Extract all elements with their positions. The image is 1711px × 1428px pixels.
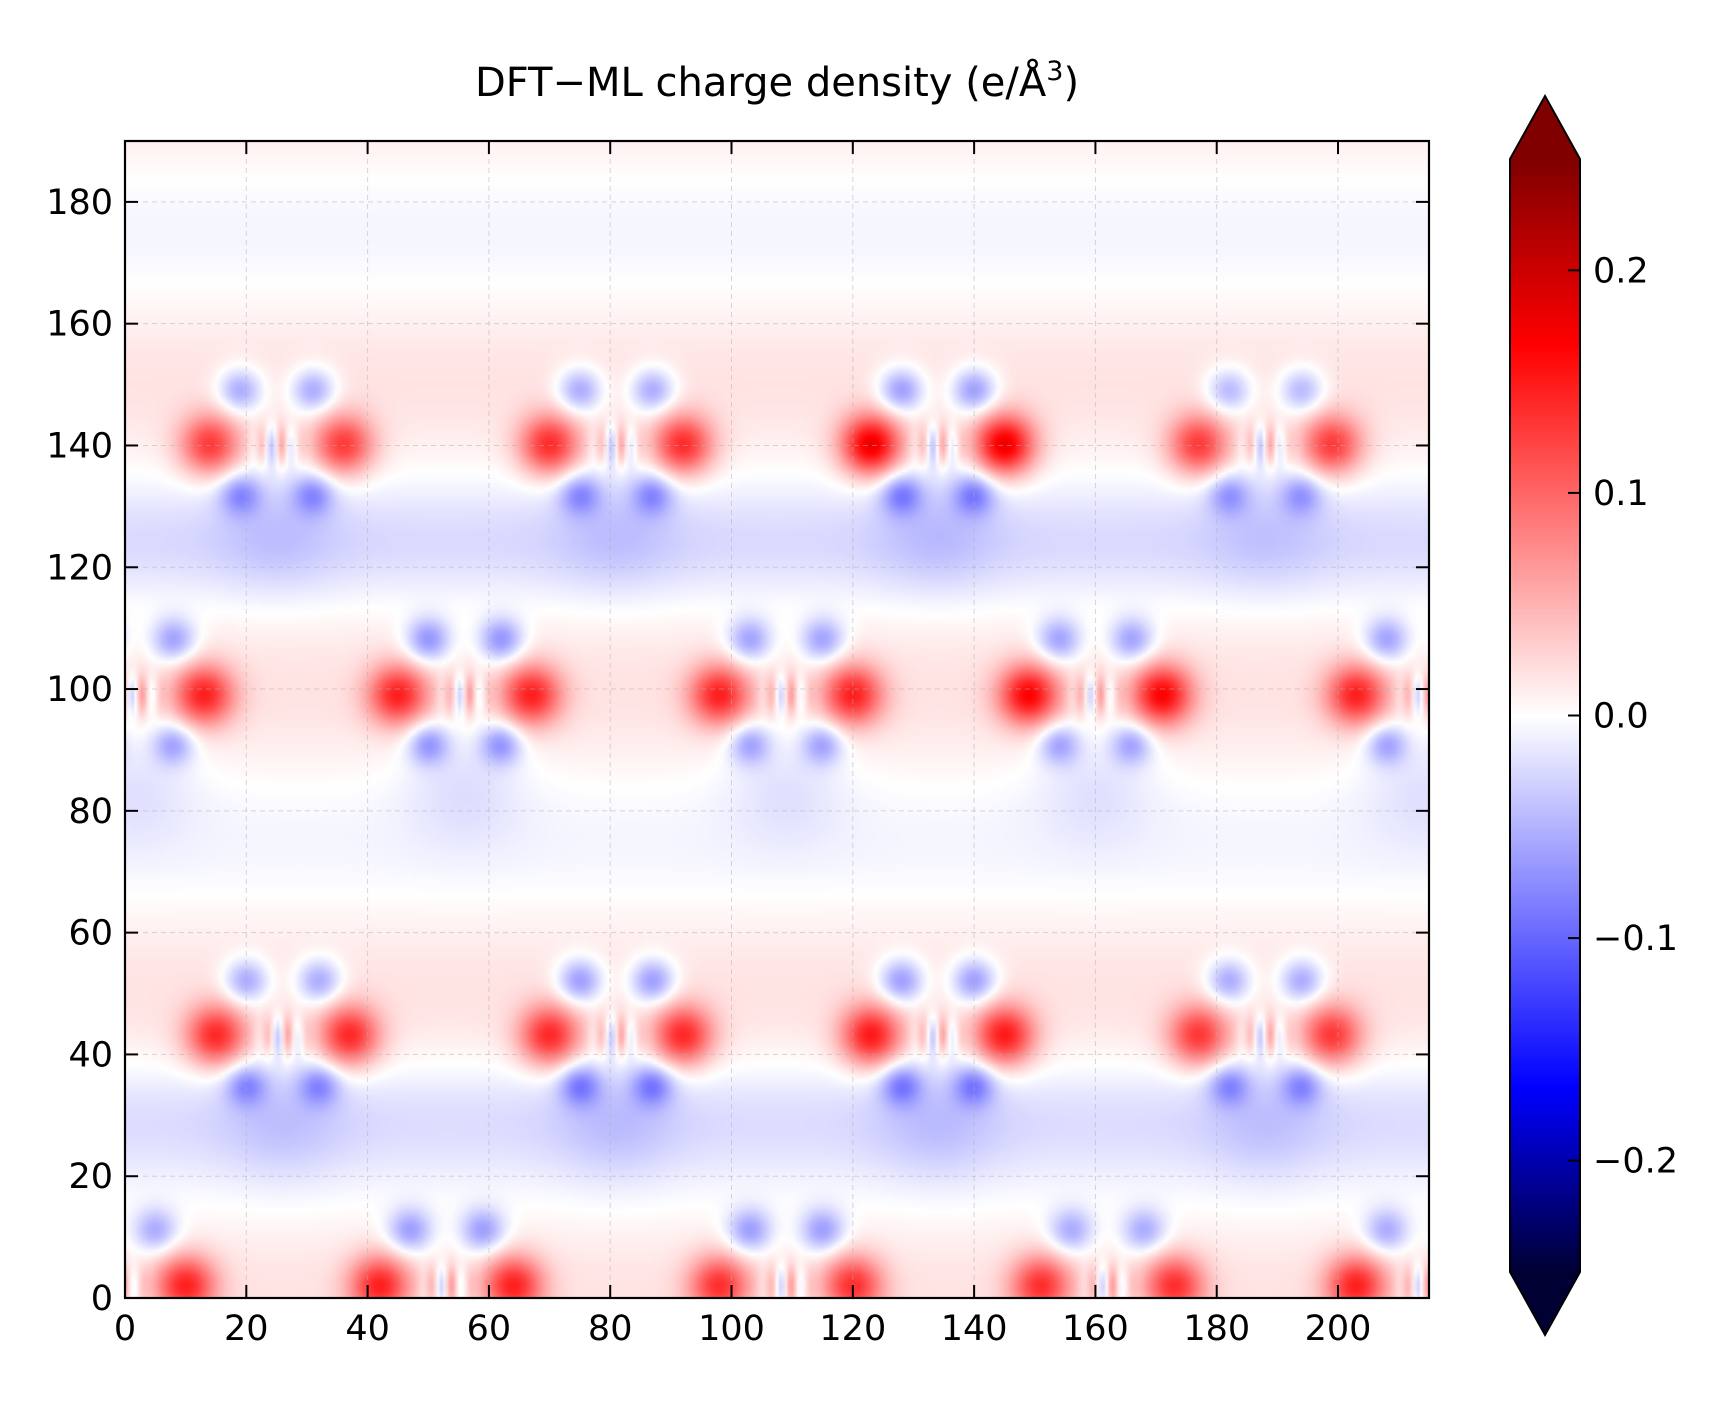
y-tick-label: 160 bbox=[46, 305, 113, 345]
chart-title-main: DFT−ML charge density (e/Å bbox=[475, 58, 1047, 106]
y-tick-label: 0 bbox=[91, 1279, 113, 1319]
colorbar-tick-label: −0.1 bbox=[1593, 919, 1678, 959]
y-tick-label: 60 bbox=[68, 914, 113, 954]
chart-title-close: ) bbox=[1063, 60, 1079, 106]
x-tick-label: 120 bbox=[819, 1309, 886, 1349]
y-tick-label: 20 bbox=[68, 1157, 113, 1197]
x-tick-label: 80 bbox=[588, 1309, 633, 1349]
x-tick-label: 160 bbox=[1062, 1309, 1129, 1349]
colorbar-tick-label: 0.0 bbox=[1593, 697, 1649, 737]
colorbar-tick-label: 0.1 bbox=[1593, 474, 1649, 514]
heatmap-image bbox=[125, 141, 1429, 1298]
x-tick-label: 40 bbox=[345, 1309, 390, 1349]
y-tick-label: 180 bbox=[46, 183, 113, 223]
axes: 0 20 40 60 80 100 120 140 160 180 200 0 20 40 60 80 100 1… bbox=[46, 139, 1431, 1349]
chart-title: DFT−ML charge density (e/Å3) bbox=[475, 56, 1079, 106]
colorbar-tick-label: 0.2 bbox=[1593, 251, 1649, 291]
y-tick-label: 40 bbox=[68, 1035, 113, 1075]
x-tick-label: 200 bbox=[1305, 1309, 1372, 1349]
x-tick-label: 0 bbox=[114, 1309, 136, 1349]
y-tick-label: 100 bbox=[46, 670, 113, 710]
plot-frame bbox=[123, 139, 1431, 1300]
chart-title-superscript: 3 bbox=[1046, 56, 1063, 87]
x-tick-label: 180 bbox=[1183, 1309, 1250, 1349]
x-tick-label: 100 bbox=[698, 1309, 765, 1349]
y-tick-label: 80 bbox=[68, 792, 113, 832]
colorbar: −0.2 −0.1 0.0 0.1 0.2 bbox=[1509, 93, 1678, 1338]
x-tick-label: 20 bbox=[224, 1309, 269, 1349]
colorbar-outline bbox=[1509, 93, 1581, 1338]
colorbar-tick-label: −0.2 bbox=[1593, 1142, 1678, 1182]
y-tick-label: 140 bbox=[46, 426, 113, 466]
x-tick-label: 140 bbox=[941, 1309, 1008, 1349]
y-tick-label: 120 bbox=[46, 548, 113, 588]
grid-lines bbox=[124, 141, 1429, 1299]
x-tick-label: 60 bbox=[467, 1309, 512, 1349]
